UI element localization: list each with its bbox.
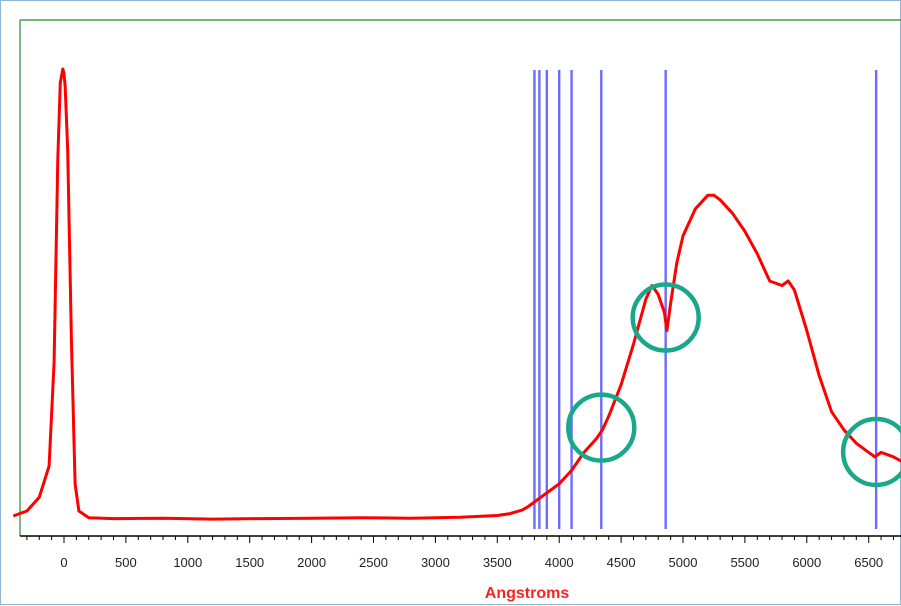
- x-tick-label: 0: [60, 555, 67, 570]
- x-tick-label: 1500: [235, 555, 264, 570]
- annotation-circles: [568, 285, 901, 485]
- x-tick-label: 1000: [173, 555, 202, 570]
- spectrum-series: [15, 69, 901, 519]
- x-tick-label: 4000: [545, 555, 574, 570]
- annotation-circle-6560: [843, 419, 901, 485]
- x-tick-label: 500: [115, 555, 137, 570]
- x-tick-label: 3500: [483, 555, 512, 570]
- x-tick-label: 6000: [792, 555, 821, 570]
- x-tick-label: 4500: [607, 555, 636, 570]
- x-tick-label: 6500: [854, 555, 883, 570]
- x-tick-label: 5000: [669, 555, 698, 570]
- spectral-lines: [534, 70, 876, 529]
- x-axis: 0 500 1000 1500 2000 2500 3000 3500 4000 4500 5000…: [20, 536, 901, 570]
- x-tick-label: 2500: [359, 555, 388, 570]
- x-axis-title: Angstroms: [485, 585, 570, 602]
- x-tick-label: 3000: [421, 555, 450, 570]
- x-tick-label: 2000: [297, 555, 326, 570]
- spectrum-line: [15, 69, 901, 519]
- x-tick-label: 5500: [730, 555, 759, 570]
